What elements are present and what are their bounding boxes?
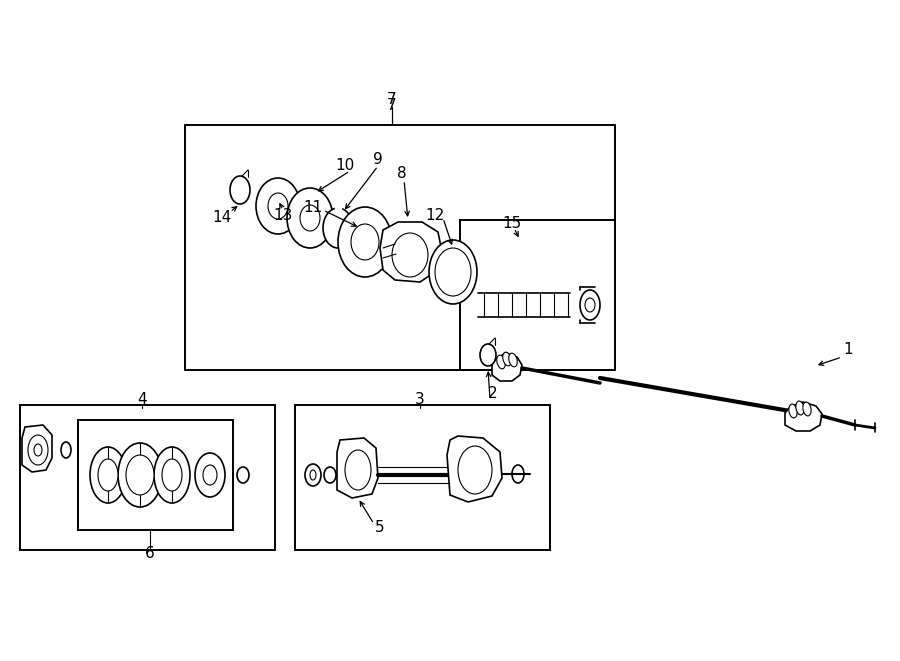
Ellipse shape — [458, 446, 492, 494]
Ellipse shape — [338, 207, 392, 277]
Text: 6: 6 — [145, 547, 155, 561]
Ellipse shape — [98, 459, 118, 491]
Ellipse shape — [118, 443, 162, 507]
Ellipse shape — [305, 464, 321, 486]
Ellipse shape — [796, 401, 804, 415]
Text: 12: 12 — [426, 208, 445, 223]
Text: 8: 8 — [397, 165, 407, 180]
Ellipse shape — [585, 298, 595, 312]
Ellipse shape — [300, 205, 320, 231]
Text: 13: 13 — [274, 208, 292, 223]
Ellipse shape — [268, 193, 288, 219]
Polygon shape — [785, 402, 822, 431]
Text: 2: 2 — [488, 385, 498, 401]
Ellipse shape — [435, 248, 471, 296]
Text: 10: 10 — [336, 157, 355, 173]
Text: 7: 7 — [387, 98, 397, 112]
Text: 1: 1 — [843, 342, 853, 358]
Ellipse shape — [287, 188, 333, 248]
Ellipse shape — [162, 459, 182, 491]
Ellipse shape — [90, 447, 126, 503]
Text: 5: 5 — [375, 520, 385, 535]
Ellipse shape — [28, 435, 48, 465]
Text: 14: 14 — [212, 210, 231, 225]
Ellipse shape — [324, 467, 336, 483]
Ellipse shape — [503, 352, 511, 366]
Bar — [185, 125, 615, 370]
Text: 15: 15 — [502, 215, 522, 231]
Ellipse shape — [512, 465, 524, 483]
Bar — [78, 420, 233, 530]
Ellipse shape — [789, 404, 797, 418]
Bar — [460, 220, 615, 370]
Polygon shape — [22, 425, 52, 472]
Ellipse shape — [195, 453, 225, 497]
Ellipse shape — [34, 444, 42, 456]
Text: 3: 3 — [415, 393, 425, 407]
Ellipse shape — [351, 224, 379, 260]
Ellipse shape — [126, 455, 154, 495]
Bar — [295, 405, 550, 550]
Ellipse shape — [256, 178, 300, 234]
Polygon shape — [492, 353, 522, 381]
Ellipse shape — [61, 442, 71, 458]
Text: 11: 11 — [303, 200, 322, 215]
Text: 9: 9 — [374, 153, 382, 167]
Ellipse shape — [323, 208, 353, 248]
Polygon shape — [380, 222, 442, 282]
Bar — [20, 405, 275, 550]
Ellipse shape — [580, 290, 600, 320]
Ellipse shape — [508, 353, 518, 367]
Text: 7: 7 — [387, 93, 397, 108]
Polygon shape — [337, 438, 378, 498]
Ellipse shape — [310, 470, 316, 480]
Text: 4: 4 — [137, 393, 147, 407]
Ellipse shape — [230, 176, 250, 204]
Ellipse shape — [803, 402, 811, 416]
Ellipse shape — [480, 344, 496, 366]
Ellipse shape — [154, 447, 190, 503]
Polygon shape — [447, 436, 502, 502]
Ellipse shape — [345, 450, 371, 490]
Ellipse shape — [429, 240, 477, 304]
Ellipse shape — [497, 355, 505, 369]
Ellipse shape — [203, 465, 217, 485]
Ellipse shape — [237, 467, 249, 483]
Ellipse shape — [392, 233, 428, 277]
